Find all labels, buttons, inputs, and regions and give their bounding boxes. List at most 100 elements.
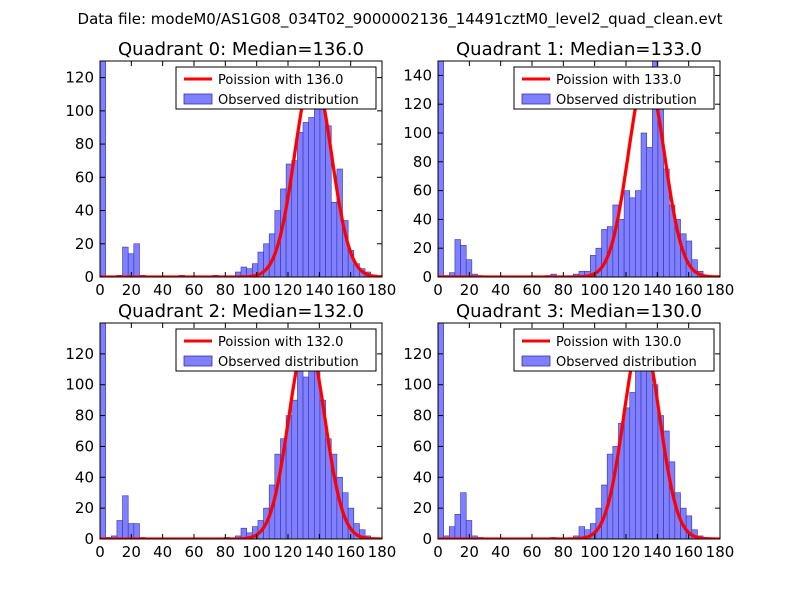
x-tick-label: 140 [643,543,672,561]
x-tick-label: 80 [216,281,235,299]
x-tick-label: 0 [433,281,443,299]
y-tick-label: 100 [403,376,432,394]
x-tick-label: 120 [612,543,641,561]
x-tick-label: 100 [580,543,609,561]
histogram-bar [454,239,461,277]
x-tick-label: 140 [305,281,334,299]
histogram-bar [618,219,625,277]
histogram-bar [640,132,647,277]
histogram-bar [465,259,473,277]
histogram-bar [646,147,653,277]
histogram-bar [308,117,315,277]
histogram-bar [100,323,106,539]
x-tick-label: 100 [242,281,271,299]
histogram-bar [601,229,608,277]
y-tick-label: 0 [84,530,94,548]
histogram-bar [454,514,461,539]
histogram-bar [297,132,304,277]
x-tick-label: 160 [674,281,703,299]
x-tick-label: 60 [184,543,203,561]
x-tick-label: 80 [554,281,573,299]
histogram-bar [100,61,106,277]
histogram-bar [122,495,129,539]
x-tick-label: 120 [612,281,641,299]
legend-entry-model: Poission with 136.0 [218,73,343,88]
legend-entry-observed: Observed distribution [556,93,697,108]
legend-bar-swatch [183,355,213,367]
legend-entry-model: Poission with 132.0 [218,335,343,350]
histogram-bar [314,108,321,277]
x-tick-label: 0 [95,543,105,561]
axes-frame [99,60,383,278]
x-tick-label: 100 [242,543,271,561]
histogram-bar [291,399,298,539]
histogram-bar [122,246,129,277]
histogram-bar [116,520,123,539]
y-tick-label: 40 [75,468,94,486]
y-tick-label: 0 [84,268,94,286]
y-tick-label: 80 [75,135,94,153]
histogram-bar [646,368,653,539]
y-tick-label: 0 [422,530,432,548]
axes-frame [99,322,383,540]
y-tick-label: 120 [403,95,432,113]
histogram-bar [438,61,444,277]
x-tick-label: 180 [368,543,397,561]
chart-panel-0: Quadrant 0: Median=136.0 0 20 40 60 80 100 120 1… [65,39,396,299]
legend: Poission with 136.0 Observed distribution [175,66,377,110]
y-tick-label: 80 [413,407,432,425]
axes-frame [437,322,721,540]
y-tick-label: 100 [65,376,94,394]
x-tick-label: 20 [460,543,479,561]
panel-title: Quadrant 2: Median=132.0 [118,301,364,322]
legend-bar-swatch [183,93,213,105]
y-tick-label: 20 [413,499,432,517]
x-tick-label: 180 [368,281,397,299]
x-tick-label: 160 [336,281,365,299]
x-tick-label: 60 [522,281,541,299]
legend-entry-observed: Observed distribution [556,355,697,370]
y-tick-label: 40 [413,210,432,228]
panel-title: Quadrant 0: Median=136.0 [118,39,364,60]
x-tick-label: 100 [580,281,609,299]
y-tick-label: 40 [75,202,94,220]
panel-title: Quadrant 1: Median=133.0 [456,39,702,60]
y-tick-label: 120 [65,345,94,363]
plot-area [438,323,720,539]
plot-area [438,61,720,277]
x-tick-label: 140 [643,281,672,299]
chart-panel-2: Quadrant 2: Median=132.00 20 40 60 80 100 120 1… [65,301,396,561]
y-tick-label: 120 [403,345,432,363]
legend-entry-observed: Observed distribution [218,355,359,370]
histogram-bar [635,190,642,277]
histogram-bar [465,520,473,539]
y-tick-label: 60 [413,182,432,200]
axes-frame [437,60,721,278]
panel-title: Quadrant 3: Median=130.0 [456,301,702,322]
y-tick-label: 100 [65,102,94,120]
histogram-bar [629,392,636,539]
histogram-bar [297,368,304,539]
x-tick-label: 60 [184,281,203,299]
x-tick-label: 20 [122,281,141,299]
y-tick-label: 0 [422,268,432,286]
y-tick-label: 80 [75,407,94,425]
y-tick-label: 140 [403,66,432,84]
histogram-bar [133,523,140,539]
histogram-bar [448,526,456,539]
x-tick-label: 160 [674,543,703,561]
x-tick-label: 20 [122,543,141,561]
legend-entry-model: Poission with 130.0 [556,335,681,350]
legend-entry-model: Poission with 133.0 [556,73,681,88]
x-tick-label: 120 [274,543,303,561]
histogram-bar [623,190,631,277]
y-tick-label: 40 [413,468,432,486]
x-tick-label: 140 [305,543,334,561]
y-tick-label: 80 [413,153,432,171]
y-tick-label: 60 [75,437,94,455]
x-tick-label: 80 [554,543,573,561]
histogram-bar [460,492,467,539]
y-tick-label: 120 [65,69,94,87]
chart-panel-1: Quadrant 1: Median=133.00 20 40 60 80 100 120 1… [403,39,734,299]
y-tick-label: 60 [413,437,432,455]
